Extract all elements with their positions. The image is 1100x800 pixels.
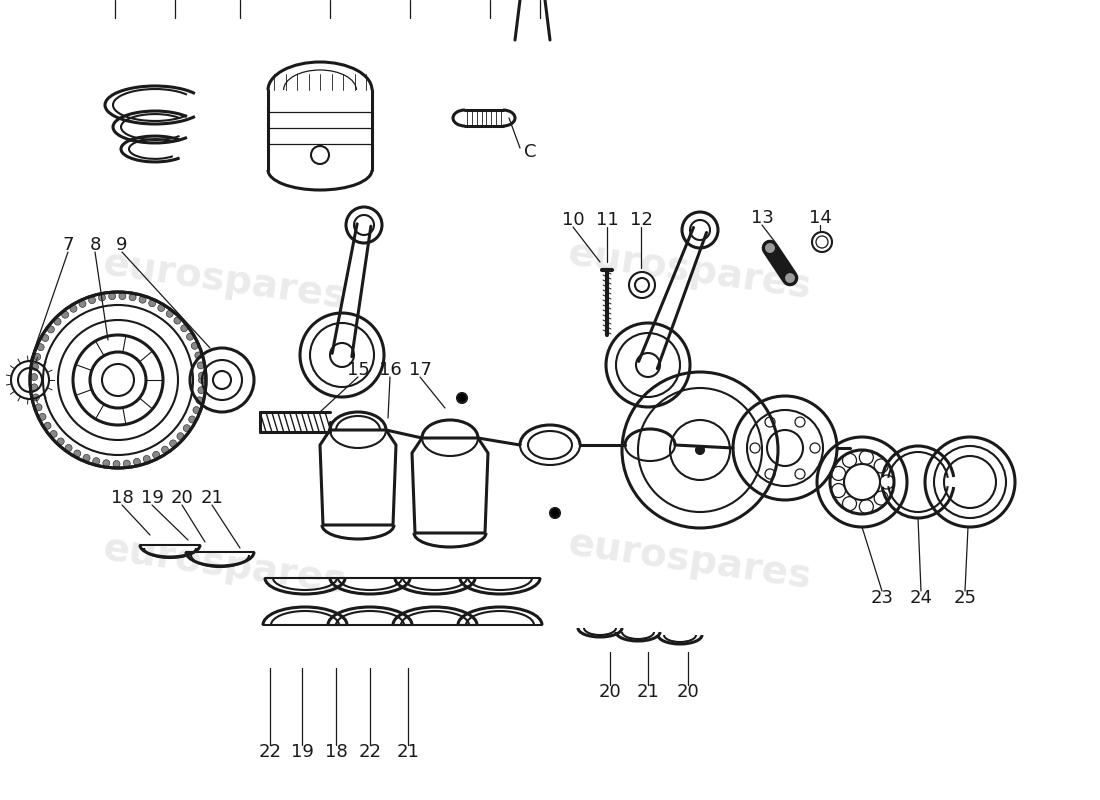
Circle shape xyxy=(169,440,177,447)
Text: 19: 19 xyxy=(141,489,164,507)
Circle shape xyxy=(133,458,141,466)
Polygon shape xyxy=(320,430,396,525)
Circle shape xyxy=(47,326,54,333)
Circle shape xyxy=(113,461,120,467)
Circle shape xyxy=(177,433,184,440)
Text: eurospares: eurospares xyxy=(101,244,349,316)
Text: C: C xyxy=(524,143,537,161)
Circle shape xyxy=(44,422,51,430)
Circle shape xyxy=(157,305,165,311)
Text: 21: 21 xyxy=(637,683,659,701)
Circle shape xyxy=(82,454,90,462)
Circle shape xyxy=(99,294,106,301)
Circle shape xyxy=(696,446,704,454)
Circle shape xyxy=(92,458,100,465)
Circle shape xyxy=(109,293,116,300)
Circle shape xyxy=(153,451,159,458)
Text: 9: 9 xyxy=(117,236,128,254)
Text: 15: 15 xyxy=(346,361,370,379)
Circle shape xyxy=(166,310,173,318)
Circle shape xyxy=(31,384,37,391)
Text: eurospares: eurospares xyxy=(101,529,349,601)
Text: 19: 19 xyxy=(290,743,314,761)
Circle shape xyxy=(187,334,194,340)
Circle shape xyxy=(129,294,136,301)
Circle shape xyxy=(198,386,205,394)
Circle shape xyxy=(784,272,796,284)
Text: 22: 22 xyxy=(359,743,382,761)
Circle shape xyxy=(32,394,40,401)
Circle shape xyxy=(51,430,57,438)
Circle shape xyxy=(37,344,44,350)
Circle shape xyxy=(143,455,151,462)
Text: 18: 18 xyxy=(111,489,133,507)
Circle shape xyxy=(42,334,48,342)
Text: 22: 22 xyxy=(258,743,282,761)
Text: 20: 20 xyxy=(170,489,194,507)
Text: 10: 10 xyxy=(562,211,584,229)
Circle shape xyxy=(198,372,206,379)
Text: 25: 25 xyxy=(954,589,977,607)
Circle shape xyxy=(184,425,190,432)
Text: 14: 14 xyxy=(808,209,832,227)
Text: 7: 7 xyxy=(63,236,74,254)
Text: 21: 21 xyxy=(200,489,223,507)
Text: 16: 16 xyxy=(378,361,402,379)
Circle shape xyxy=(65,445,73,451)
Text: 11: 11 xyxy=(595,211,618,229)
Circle shape xyxy=(198,377,206,383)
Text: 8: 8 xyxy=(89,236,101,254)
Text: 20: 20 xyxy=(676,683,700,701)
Text: 21: 21 xyxy=(397,743,419,761)
Circle shape xyxy=(70,306,77,312)
Text: 18: 18 xyxy=(324,743,348,761)
Text: 13: 13 xyxy=(750,209,773,227)
Circle shape xyxy=(74,450,80,457)
Circle shape xyxy=(148,300,156,306)
Circle shape xyxy=(196,397,204,404)
Circle shape xyxy=(550,508,560,518)
Circle shape xyxy=(32,363,39,370)
Text: 20: 20 xyxy=(598,683,622,701)
Circle shape xyxy=(119,293,125,300)
Text: 24: 24 xyxy=(910,589,933,607)
Circle shape xyxy=(139,296,146,303)
Circle shape xyxy=(191,342,198,350)
Polygon shape xyxy=(412,438,488,533)
Circle shape xyxy=(35,404,42,411)
Text: eurospares: eurospares xyxy=(565,234,814,306)
Circle shape xyxy=(79,300,86,307)
Circle shape xyxy=(180,325,188,332)
Circle shape xyxy=(123,460,130,467)
Circle shape xyxy=(62,311,68,318)
Circle shape xyxy=(189,416,196,423)
Circle shape xyxy=(197,362,205,369)
Circle shape xyxy=(54,318,62,325)
Text: 12: 12 xyxy=(629,211,652,229)
Circle shape xyxy=(88,297,96,304)
Circle shape xyxy=(192,406,200,414)
Text: 23: 23 xyxy=(870,589,893,607)
Circle shape xyxy=(57,438,64,445)
Circle shape xyxy=(39,414,46,420)
Circle shape xyxy=(764,242,776,254)
Circle shape xyxy=(456,393,468,403)
Circle shape xyxy=(31,374,37,381)
Text: 17: 17 xyxy=(408,361,431,379)
Circle shape xyxy=(102,460,110,466)
Text: eurospares: eurospares xyxy=(565,524,814,596)
Circle shape xyxy=(174,317,180,324)
Circle shape xyxy=(162,446,168,453)
Circle shape xyxy=(34,354,41,360)
Circle shape xyxy=(195,352,201,359)
